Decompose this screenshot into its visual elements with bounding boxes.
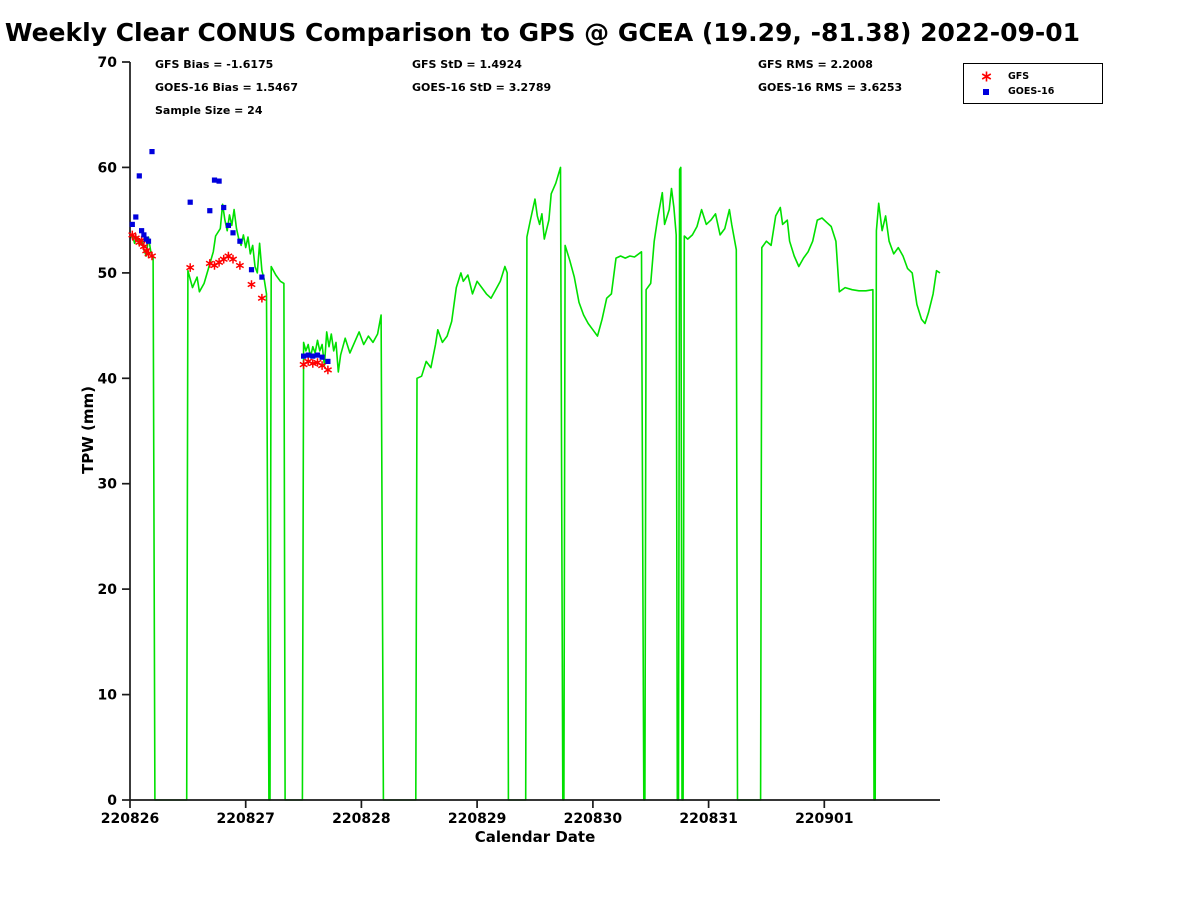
stat-gfs-rms: GFS RMS = 2.2008 xyxy=(758,58,873,71)
gfs-asterisk-icon xyxy=(981,71,991,82)
svg-text:220901: 220901 xyxy=(795,811,853,827)
legend-marker-cell xyxy=(964,70,1008,83)
legend: GFS GOES-16 xyxy=(963,63,1103,104)
svg-text:30: 30 xyxy=(98,477,118,493)
stat-gfs-std: GFS StD = 1.4924 xyxy=(412,58,522,71)
svg-text:220831: 220831 xyxy=(679,811,737,827)
stat-sample-size: Sample Size = 24 xyxy=(155,104,263,117)
goes16-square-icon xyxy=(983,88,989,95)
svg-text:220828: 220828 xyxy=(332,811,390,827)
stat-goes16-bias: GOES-16 Bias = 1.5467 xyxy=(155,81,298,94)
svg-text:0: 0 xyxy=(107,793,117,809)
legend-marker-cell xyxy=(964,88,1008,95)
legend-item-gfs: GFS xyxy=(964,69,1102,84)
svg-text:220830: 220830 xyxy=(564,811,623,827)
legend-label-gfs: GFS xyxy=(1008,71,1030,82)
chart-title: Weekly Clear CONUS Comparison to GPS @ G… xyxy=(4,18,1081,47)
svg-text:70: 70 xyxy=(98,55,118,71)
svg-text:40: 40 xyxy=(98,371,118,387)
legend-item-goes16: GOES-16 xyxy=(964,84,1102,99)
svg-text:10: 10 xyxy=(98,688,118,704)
stat-goes16-rms: GOES-16 RMS = 3.6253 xyxy=(758,81,903,94)
svg-text:60: 60 xyxy=(98,160,118,176)
stat-goes16-std: GOES-16 StD = 3.2789 xyxy=(412,81,552,94)
stats-middle-column: GFS StD = 1.4924 GOES-16 StD = 3.2789 xyxy=(412,58,551,104)
svg-text:20: 20 xyxy=(98,582,118,598)
svg-text:50: 50 xyxy=(98,266,118,282)
svg-text:220827: 220827 xyxy=(216,811,274,827)
svg-text:220829: 220829 xyxy=(448,811,506,827)
svg-text:220826: 220826 xyxy=(101,811,159,827)
x-axis-label: Calendar Date xyxy=(474,828,596,846)
stat-gfs-bias: GFS Bias = -1.6175 xyxy=(155,58,274,71)
stats-right-column: GFS RMS = 2.2008 GOES-16 RMS = 3.6253 xyxy=(758,58,902,104)
legend-label-goes16: GOES-16 xyxy=(1008,86,1055,97)
stats-left-column: GFS Bias = -1.6175 GOES-16 Bias = 1.5467… xyxy=(155,58,298,127)
